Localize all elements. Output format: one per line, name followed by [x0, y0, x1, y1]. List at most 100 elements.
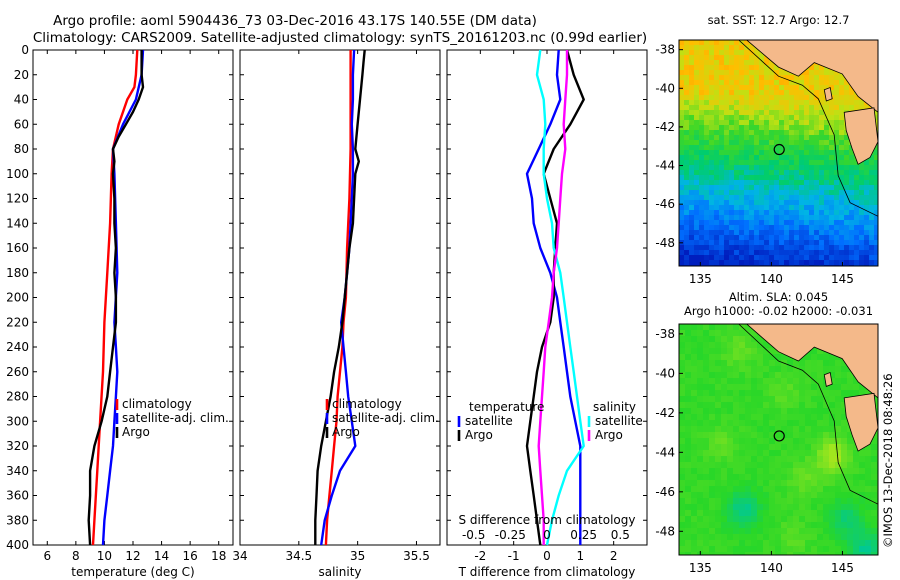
panel-frame — [239, 49, 441, 546]
y-tick-label: 320 — [6, 439, 29, 453]
map-panels: -38 -40 -42 -44 -46 -48 135 140 145 sat. SST: 12.… — [655, 13, 879, 575]
mainland — [746, 40, 878, 113]
king-island — [823, 86, 833, 102]
legend-label: satellite-adj. clim. — [332, 411, 439, 425]
legend-salinity-title: salinity — [593, 400, 636, 414]
legend-label: climatology — [332, 397, 402, 411]
y-tick-label: 360 — [6, 489, 29, 503]
title-line2: Climatology: CARS2009. Satellite-adjuste… — [33, 30, 647, 46]
series-climatology — [91, 49, 139, 546]
map-frame — [678, 323, 879, 556]
legend-label: Argo — [122, 425, 150, 439]
x-tick-label: 8 — [72, 549, 80, 563]
lat-tick-label: -38 — [655, 327, 675, 341]
y-tick-label: 0 — [21, 43, 29, 57]
lon-tick-label: 145 — [831, 272, 854, 286]
x-tick-label: 0 — [543, 549, 551, 563]
map-title: sat. SST: 12.7 Argo: 12.7 — [708, 13, 850, 27]
king-island — [823, 371, 833, 387]
watermark: ©IMOS 13-Dec-2018 08:48:26 — [881, 373, 895, 548]
y-tick-label: 140 — [6, 216, 29, 230]
salinity-tick-label: 0 — [543, 528, 551, 542]
x-tick-label: -1 — [508, 549, 520, 563]
legend-temperature-title: temperature — [469, 400, 544, 414]
y-tick-label: 160 — [6, 241, 29, 255]
x-tick-label: 12 — [125, 549, 140, 563]
lat-tick-label: -40 — [655, 366, 675, 380]
salinity-tick-label: 0.25 — [570, 528, 597, 542]
y-tick-label: 280 — [6, 390, 29, 404]
lon-tick-label: 140 — [760, 272, 783, 286]
lat-tick-label: -44 — [655, 445, 675, 459]
x-axis-label: T difference from climatology — [458, 565, 636, 579]
lat-tick-label: -46 — [655, 485, 675, 499]
salinity-axis-label: S difference from climatology — [459, 513, 636, 527]
x-tick-label: 35 — [350, 549, 365, 563]
x-tick-label: 10 — [97, 549, 112, 563]
legend-label: satellite — [595, 414, 643, 428]
lon-tick-label: 140 — [760, 561, 783, 575]
panel-frame — [446, 49, 648, 546]
tasmania — [843, 392, 878, 452]
argo-location-marker — [773, 430, 785, 442]
map-title-line2: Argo h1000: -0.02 h2000: -0.031 — [684, 304, 873, 318]
lat-tick-label: -42 — [655, 406, 675, 420]
tasmania — [843, 107, 878, 165]
x-axis-label: temperature (deg C) — [71, 565, 194, 579]
y-tick-label: 100 — [6, 167, 29, 181]
argo-location-marker — [773, 143, 785, 156]
series-s-argo — [537, 50, 569, 545]
series-argo — [314, 49, 366, 545]
lon-tick-label: 145 — [831, 561, 854, 575]
y-tick-label: 400 — [6, 538, 29, 552]
map-title-line1: Altim. SLA: 0.045 — [729, 290, 828, 304]
lat-tick-label: -40 — [655, 81, 675, 95]
lat-tick-label: -44 — [655, 159, 675, 173]
y-tick-label: 180 — [6, 266, 29, 280]
title-line1: Argo profile: aoml 5904436_73 03-Dec-201… — [53, 13, 537, 29]
mainland — [746, 324, 878, 399]
y-tick-label: 120 — [6, 192, 29, 206]
y-tick-label: 380 — [6, 513, 29, 527]
lon-tick-label: 135 — [689, 272, 712, 286]
lat-tick-label: -42 — [655, 120, 675, 134]
x-tick-label: 14 — [154, 549, 169, 563]
map-sst: -38 -40 -42 -44 -46 -48 135 140 145 sat. SST: 12.… — [655, 13, 879, 286]
y-tick-label: 20 — [14, 68, 29, 82]
y-tick-label: 340 — [6, 464, 29, 478]
y-tick-label: 200 — [6, 291, 29, 305]
legend-label: Argo — [465, 428, 493, 442]
legend-label: Argo — [595, 428, 623, 442]
shelf-contour — [738, 40, 878, 217]
shelf-contour — [738, 324, 878, 505]
x-tick-label: 34 — [232, 549, 247, 563]
lat-tick-label: -46 — [655, 197, 675, 211]
panel-difference: -2 -1 0 1 2 T difference from climatology temp… — [446, 49, 648, 579]
x-tick-label: 2 — [610, 549, 618, 563]
lat-tick-label: -48 — [655, 524, 675, 538]
legend-label: satellite — [465, 414, 513, 428]
series-t-satellite — [525, 49, 582, 545]
x-tick-label: -2 — [474, 549, 486, 563]
salinity-tick-label: -0.5 — [462, 528, 485, 542]
y-tick-label: 60 — [14, 117, 29, 131]
salinity-tick-label: 0.5 — [611, 528, 630, 542]
map-field — [679, 40, 878, 266]
x-axis-label: salinity — [318, 565, 361, 579]
y-tick-label: 300 — [6, 414, 29, 428]
y-tick-label: 240 — [6, 340, 29, 354]
legend-label: climatology — [122, 397, 192, 411]
y-tick-label: 260 — [6, 365, 29, 379]
panel-temperature: 0 20 40 60 80 100 120 140 160 180 200 220 240 260 280 3… — [6, 43, 234, 579]
map-field — [679, 324, 878, 555]
x-tick-label: 1 — [577, 549, 585, 563]
lon-tick-label: 135 — [689, 561, 712, 575]
y-tick-label: 220 — [6, 315, 29, 329]
legend-label: satellite-adj. clim. — [122, 411, 229, 425]
series-s-satellite — [535, 49, 585, 546]
profile-panels: 0204060801001201401601802002202402602803… — [6, 43, 648, 579]
x-tick-label: 6 — [43, 549, 51, 563]
y-tick-label: 80 — [14, 142, 29, 156]
x-tick-label: 16 — [183, 549, 198, 563]
